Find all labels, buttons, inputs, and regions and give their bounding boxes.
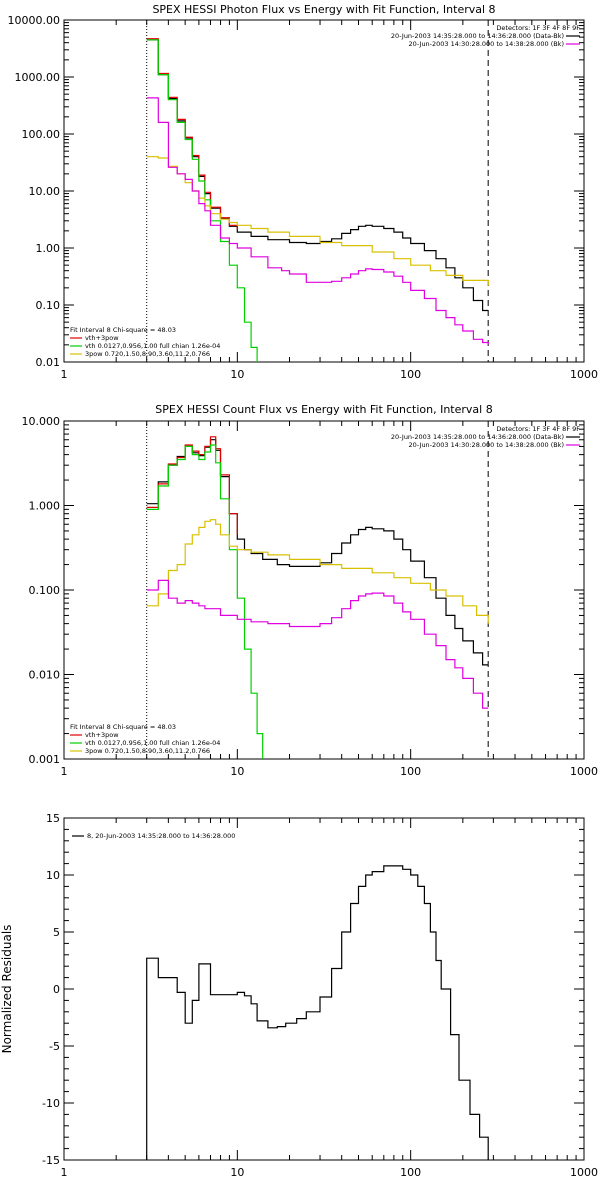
legend-entry: vth 0.0127,0.956,1.00 full chian 1.26e-0…: [85, 342, 220, 350]
y-tick-label: 0.010: [29, 669, 61, 682]
chart-title: SPEX HESSI Count Flux vs Energy with Fit…: [155, 403, 492, 416]
legend-entry: 20-Jun-2003 14:35:28.000 to 14:36:28.000…: [391, 32, 564, 40]
series-1-line: [146, 38, 238, 230]
x-tick-label: 10: [230, 368, 244, 381]
legend-entry: vth+3pow: [85, 334, 119, 342]
count-flux-panel: SPEX HESSI Count Flux vs Energy with Fit…: [22, 403, 599, 778]
legend-entry: Detectors: 1F 3F 4F 8F 9F: [496, 425, 580, 433]
x-tick-label: 10: [230, 765, 244, 778]
x-tick-label: 1: [61, 368, 68, 381]
y-tick-label: 15: [46, 812, 60, 825]
series-4-line: [146, 579, 489, 709]
y-tick-label: 5: [53, 926, 60, 939]
legend-entry: Fit Interval 8 Chi-square = 48.03: [70, 723, 176, 731]
residuals-panel: Normalized Residuals 1 10 100 1000 -15 -10 -5 0 5…: [0, 812, 598, 1179]
y-tick-label: 0.100: [29, 584, 61, 597]
legend-entry: Detectors: 1F 3F 4F 8F 9F: [496, 24, 580, 32]
x-tick-label: 100: [400, 1166, 421, 1179]
series-2-line: [146, 39, 258, 362]
series-0-line: [146, 39, 489, 312]
y-tick-label: 0: [53, 983, 60, 996]
legend-entry: 20-Jun-2003 14:30:28.000 to 14:38:28.000…: [409, 40, 564, 48]
y-tick-label: 10: [46, 869, 60, 882]
x-tick-label: 10: [230, 1166, 244, 1179]
x-tick-label: 1000: [570, 765, 598, 778]
y-tick-label: -10: [42, 1097, 60, 1110]
y-axis-label: Normalized Residuals: [0, 925, 14, 1054]
x-tick-label: 1000: [570, 368, 598, 381]
plot-frame: [63, 19, 585, 363]
plot-frame: [63, 420, 585, 760]
x-tick-label: 1000: [570, 1166, 598, 1179]
y-tick-label: 1.000: [29, 500, 61, 513]
y-tick-label: 10000.00: [8, 14, 61, 27]
series-4-line: [146, 97, 489, 345]
y-tick-label: 1.00: [36, 242, 61, 255]
plot-frame: [63, 817, 585, 1161]
y-tick-label: 1000.00: [15, 71, 61, 84]
y-tick-label: -15: [42, 1154, 60, 1167]
legend-entry: 3pow 0.720,1.50,8.90,3.60,11.2,0.766: [85, 350, 210, 358]
legend-entry: 20-Jun-2003 14:35:28.000 to 14:36:28.000…: [391, 433, 564, 441]
photon-flux-panel: SPEX HESSI Photon Flux vs Energy with Fi…: [8, 3, 599, 381]
y-tick-label: -5: [49, 1040, 60, 1053]
legend-entry: 3pow 0.720,1.50,8.90,3.60,11.2,0.766: [85, 747, 210, 755]
legend-entry: 8, 20-Jun-2003 14:35:28.000 to 14:36:28.…: [87, 832, 235, 840]
legend-entry: vth+3pow: [85, 731, 119, 739]
legend-entry: vth 0.0127,0.956,1.00 full chian 1.26e-0…: [85, 739, 220, 747]
y-tick-label: 0.01: [36, 356, 61, 369]
y-tick-label: 0.001: [29, 753, 61, 766]
y-tick-label: 100.00: [22, 128, 61, 141]
series-0-line: [146, 439, 489, 666]
y-tick-label: 0.10: [36, 299, 61, 312]
y-tick-label: 10.00: [29, 185, 61, 198]
legend-entry: Fit Interval 8 Chi-square = 48.03: [70, 326, 176, 334]
series-0-line: [146, 865, 489, 1160]
series-3-line: [146, 519, 489, 624]
x-tick-label: 1: [61, 765, 68, 778]
x-tick-label: 100: [400, 368, 421, 381]
legend-entry: 20-Jun-2003 14:30:28.000 to 14:38:28.000…: [409, 441, 564, 449]
series-3-line: [146, 156, 489, 286]
x-tick-label: 100: [400, 765, 421, 778]
series-2-line: [146, 444, 264, 759]
x-tick-label: 1: [61, 1166, 68, 1179]
chart-title: SPEX HESSI Photon Flux vs Energy with Fi…: [152, 3, 495, 16]
y-tick-label: 10.000: [22, 415, 61, 428]
